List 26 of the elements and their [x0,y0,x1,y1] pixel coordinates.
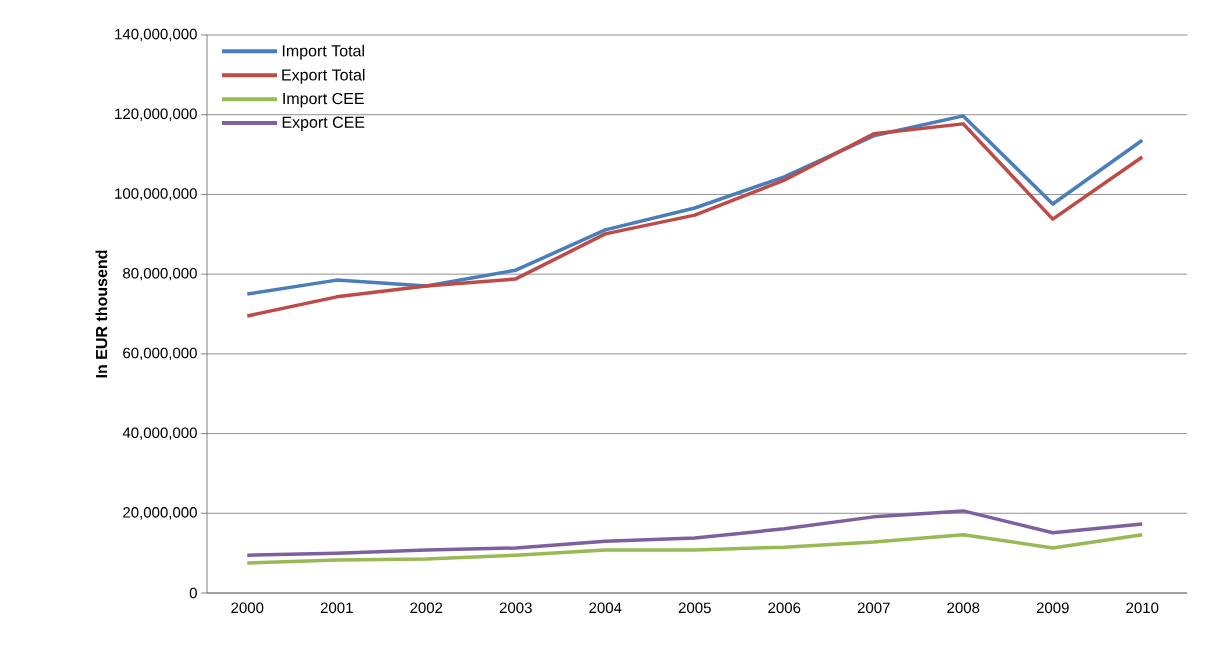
line-series [245,533,1145,565]
x-tick-label: 2005 [678,602,711,614]
y-tick-label: 100,000,000 [115,188,197,201]
x-tick-label: 2007 [857,602,890,614]
y-tick-label: 60,000,000 [123,347,197,361]
y-tick-label: 120,000,000 [115,108,197,121]
y-tick-label: 20,000,000 [123,507,197,520]
y-tick-label: 0 [189,587,197,599]
x-tick-label: 2006 [768,602,801,614]
x-tick-label: 2002 [410,602,443,614]
y-axis-title: In EUR thousend [95,250,108,378]
legend-label: Export Total [282,68,365,84]
x-tick-label: 2010 [1126,602,1159,614]
x-tick-label: 2009 [1036,602,1069,614]
y-tick-label: 140,000,000 [115,28,197,42]
legend-label: Export CEE [282,116,365,132]
x-tick-label: 2001 [320,602,353,614]
legend-label: Import CEE [283,92,364,108]
x-tick-label: 2000 [231,602,264,614]
x-tick-label: 2003 [499,602,532,614]
x-tick-label: 2008 [947,602,980,614]
x-tick-label: 2004 [589,602,622,614]
legend-label: Import Total [282,44,364,60]
y-tick-label: 80,000,000 [123,267,197,281]
y-tick-label: 40,000,000 [122,427,197,440]
line-series [245,509,1145,557]
